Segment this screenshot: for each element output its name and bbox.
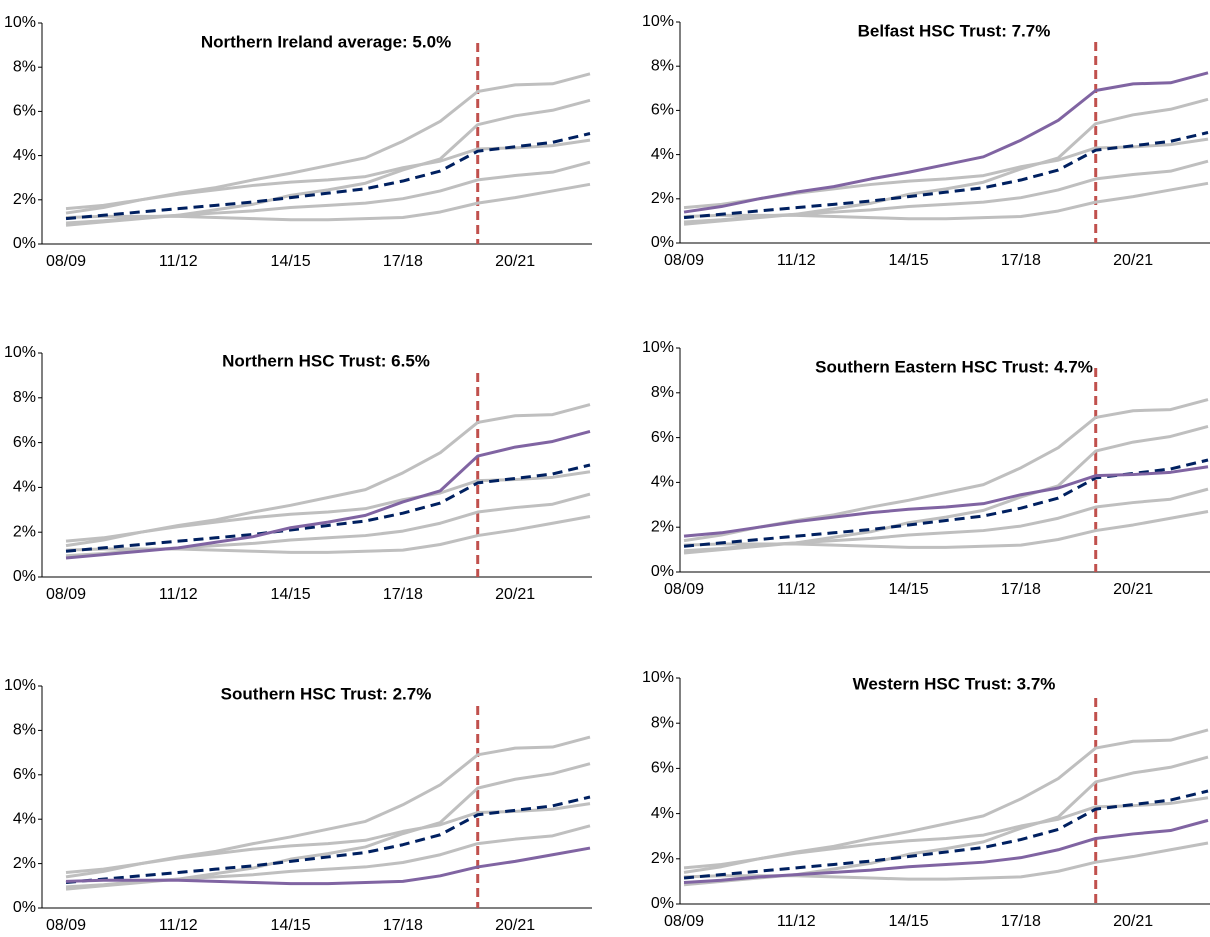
y-tick-label: 10% (4, 344, 36, 361)
x-tick-label: 08/09 (664, 252, 704, 269)
y-tick-label: 8% (13, 389, 36, 406)
series-line (683, 458, 1209, 548)
y-tick-label: 0% (13, 568, 36, 585)
y-tick-label: 10% (642, 339, 674, 356)
x-tick-label: 08/09 (664, 913, 704, 930)
y-tick-label: 2% (13, 191, 36, 208)
y-tick-label: 8% (651, 714, 674, 731)
y-tick-label: 2% (13, 523, 36, 540)
chart-title: Southern Eastern HSC Trust: 4.7% (815, 357, 1093, 376)
x-tick-label: 17/18 (1001, 913, 1041, 930)
x-tick-label: 11/12 (777, 913, 816, 930)
y-tick-label: 6% (13, 766, 36, 783)
y-tick-label: 4% (651, 146, 674, 163)
series-line (65, 463, 591, 553)
x-tick-label: 08/09 (46, 917, 86, 934)
x-tick-label: 14/15 (889, 581, 929, 598)
chart-title: Belfast HSC Trust: 7.7% (858, 21, 1051, 40)
y-tick-label: 10% (4, 14, 36, 31)
x-tick-label: 17/18 (383, 917, 423, 934)
y-tick-label: 4% (651, 474, 674, 491)
y-tick-label: 10% (642, 669, 674, 686)
x-tick-label: 14/15 (271, 253, 311, 270)
x-tick-label: 17/18 (1001, 252, 1041, 269)
series-line (683, 818, 1209, 885)
y-tick-label: 10% (642, 13, 674, 30)
x-tick-label: 14/15 (889, 913, 929, 930)
y-tick-label: 8% (651, 384, 674, 401)
series-line (65, 429, 591, 560)
x-tick-label: 14/15 (271, 917, 311, 934)
x-tick-label: 11/12 (159, 917, 198, 934)
y-tick-label: 6% (651, 102, 674, 119)
series-line (65, 470, 591, 543)
y-tick-label: 0% (13, 235, 36, 252)
y-tick-label: 6% (13, 103, 36, 120)
y-tick-label: 6% (13, 434, 36, 451)
y-tick-label: 6% (651, 760, 674, 777)
y-tick-label: 2% (651, 850, 674, 867)
y-tick-label: 4% (13, 147, 36, 164)
x-tick-label: 11/12 (159, 253, 198, 270)
y-tick-label: 6% (651, 429, 674, 446)
series-line (65, 802, 591, 874)
x-tick-label: 20/21 (495, 917, 535, 934)
x-tick-label: 17/18 (383, 253, 423, 270)
x-tick-label: 20/21 (1113, 252, 1153, 269)
y-tick-label: 8% (13, 722, 36, 739)
y-tick-label: 2% (651, 190, 674, 207)
series-line (65, 132, 591, 221)
chart-title: Western HSC Trust: 3.7% (853, 674, 1056, 693)
y-tick-label: 8% (13, 58, 36, 75)
y-tick-label: 4% (13, 810, 36, 827)
series-line (65, 160, 591, 225)
x-tick-label: 08/09 (664, 581, 704, 598)
series-line (683, 131, 1209, 220)
series-line (65, 138, 591, 211)
series-line (683, 487, 1209, 553)
x-tick-label: 11/12 (777, 252, 816, 269)
series-line (683, 71, 1209, 214)
series-line (683, 159, 1209, 224)
x-tick-label: 20/21 (495, 586, 535, 603)
x-tick-label: 11/12 (777, 581, 816, 598)
series-line (65, 846, 591, 886)
x-tick-label: 11/12 (159, 586, 198, 603)
y-tick-label: 10% (4, 677, 36, 694)
chart-title: Northern Ireland average: 5.0% (201, 32, 451, 51)
x-tick-label: 14/15 (271, 586, 311, 603)
series-line (683, 465, 1209, 538)
chart-title: Northern HSC Trust: 6.5% (222, 351, 430, 370)
x-tick-label: 08/09 (46, 253, 86, 270)
series-line (683, 789, 1209, 880)
y-tick-label: 0% (651, 895, 674, 912)
y-tick-label: 0% (651, 563, 674, 580)
y-tick-label: 4% (13, 479, 36, 496)
x-tick-label: 08/09 (46, 586, 86, 603)
y-tick-label: 2% (13, 855, 36, 872)
series-line (683, 796, 1209, 870)
chart-title: Southern HSC Trust: 2.7% (221, 684, 432, 703)
y-tick-label: 0% (651, 234, 674, 251)
series-line (65, 795, 591, 884)
y-tick-label: 2% (651, 518, 674, 535)
y-tick-label: 8% (651, 57, 674, 74)
x-tick-label: 20/21 (1113, 581, 1153, 598)
y-tick-label: 4% (651, 805, 674, 822)
y-tick-label: 0% (13, 899, 36, 916)
x-tick-label: 20/21 (1113, 913, 1153, 930)
x-tick-label: 14/15 (889, 252, 929, 269)
x-tick-label: 17/18 (383, 586, 423, 603)
x-tick-label: 17/18 (1001, 581, 1041, 598)
x-tick-label: 20/21 (495, 253, 535, 270)
